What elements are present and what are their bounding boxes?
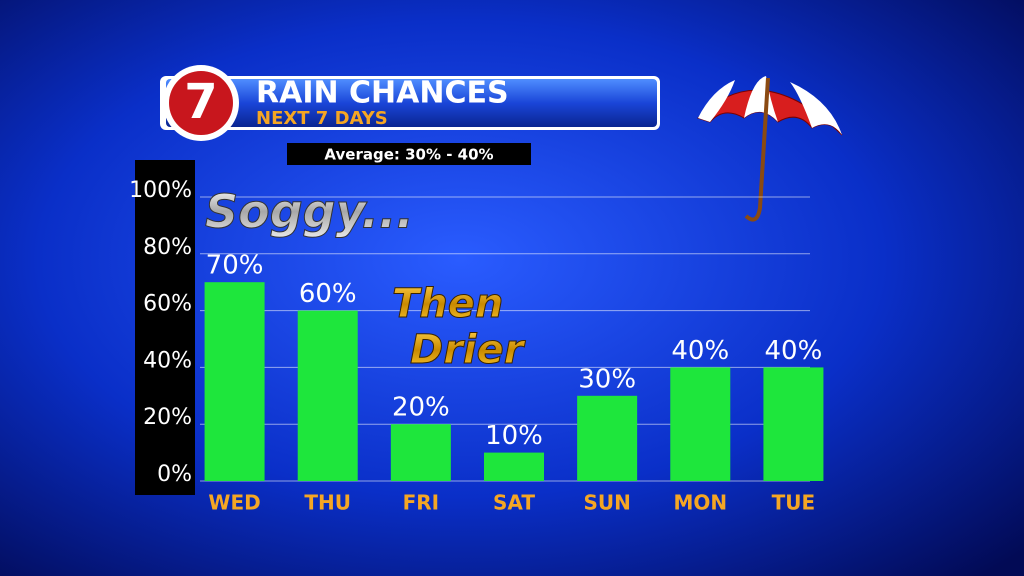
y-tick-label: 60% — [143, 292, 192, 317]
y-tick-label: 20% — [143, 405, 192, 430]
chart-subtitle: NEXT 7 DAYS — [256, 108, 388, 129]
average-box — [287, 143, 531, 165]
value-label: 30% — [578, 364, 636, 394]
annotation-then: Then — [392, 281, 503, 327]
x-tick-label: MON — [673, 491, 727, 515]
bar — [670, 367, 731, 481]
value-label: 10% — [485, 421, 543, 451]
bar — [390, 424, 451, 481]
umbrella-icon — [697, 76, 843, 222]
header-bar — [166, 79, 657, 127]
x-tick-label: WED — [208, 491, 260, 515]
bar — [577, 395, 638, 481]
bar — [484, 452, 544, 481]
annotation-soggy: Soggy... — [205, 185, 414, 239]
logo-text: 7 — [184, 74, 217, 130]
bar — [297, 310, 358, 481]
value-label: 40% — [671, 336, 729, 366]
x-tick-label: SAT — [493, 491, 535, 515]
value-label: 70% — [206, 251, 264, 281]
chart-title: RAIN CHANCES — [256, 76, 509, 111]
annotation-drier: Drier — [410, 327, 526, 373]
bar — [763, 367, 824, 481]
y-tick-label: 0% — [157, 462, 192, 487]
value-label: 60% — [299, 279, 357, 309]
y-tick-label: 100% — [129, 178, 192, 203]
bar — [204, 282, 265, 481]
x-tick-label: FRI — [403, 491, 440, 515]
average-label: Average: 30% - 40% — [324, 146, 493, 164]
y-tick-label: 40% — [143, 348, 192, 373]
logo — [169, 71, 233, 135]
y-tick-label: 80% — [143, 235, 192, 260]
x-tick-label: THU — [304, 491, 351, 515]
x-tick-label: SUN — [583, 491, 630, 515]
value-label: 40% — [765, 336, 823, 366]
x-tick-label: TUE — [772, 491, 816, 515]
value-label: 20% — [392, 393, 450, 423]
axis-panel — [135, 160, 195, 495]
